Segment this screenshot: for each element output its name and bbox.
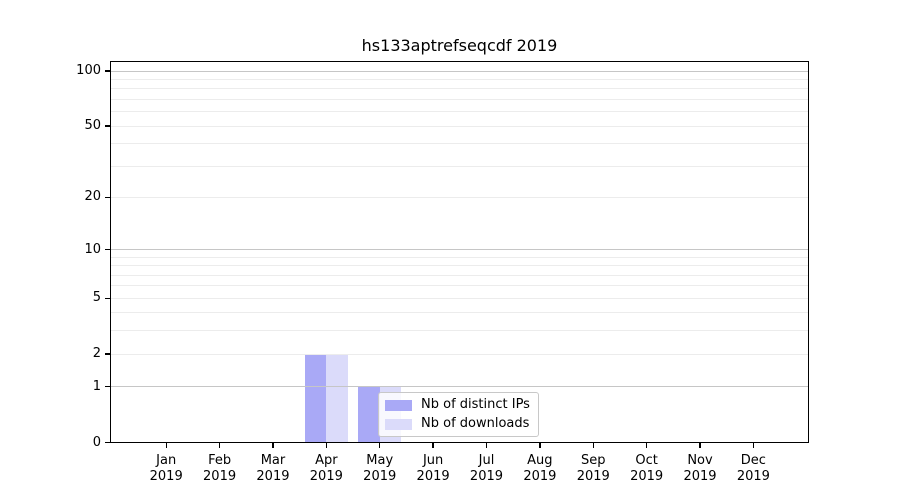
x-tick-year: 2019 — [630, 468, 664, 484]
y-tick-label: 20 — [84, 189, 101, 205]
gridline-minor — [110, 285, 809, 287]
gridline-minor — [110, 78, 809, 80]
x-tick-month: Sep — [580, 452, 606, 468]
gridline-minor — [110, 88, 809, 90]
x-tick-year: 2019 — [363, 468, 397, 484]
x-tick-label: Sep 2019 — [561, 453, 625, 485]
legend-swatch-distinct-ips-icon — [385, 399, 412, 411]
y-tick-label: 10 — [84, 241, 101, 257]
gridline-minor — [110, 165, 809, 167]
bar-distinct-ips — [358, 386, 380, 443]
chart-title: hs133aptrefseqcdf 2019 — [361, 36, 558, 55]
x-axis-tick — [645, 442, 648, 448]
bar-distinct-ips — [304, 354, 327, 443]
legend-label-downloads: Nb of downloads — [421, 416, 530, 431]
legend-label-distinct-ips: Nb of distinct IPs — [421, 397, 530, 412]
gridline-minor — [110, 125, 809, 127]
x-tick-year: 2019 — [203, 468, 237, 484]
x-tick-month: Nov — [687, 452, 713, 468]
x-tick-year: 2019 — [523, 468, 557, 484]
x-tick-label: Jun 2019 — [401, 453, 465, 485]
legend-entry-downloads: Nb of downloads — [385, 416, 530, 432]
x-tick-year: 2019 — [576, 468, 610, 484]
x-tick-month: Aug — [527, 452, 553, 468]
x-axis-tick — [379, 442, 381, 448]
y-axis-tick — [104, 196, 110, 199]
y-tick-label: 100 — [76, 63, 101, 79]
x-tick-month: Feb — [208, 452, 232, 468]
legend-swatch-downloads-icon — [385, 418, 412, 430]
x-tick-month: Apr — [315, 452, 338, 468]
x-tick-year: 2019 — [469, 468, 504, 484]
x-tick-label: Aug 2019 — [508, 453, 572, 485]
gridline-minor — [110, 353, 809, 355]
gridline-minor — [110, 196, 809, 198]
x-tick-year: 2019 — [149, 468, 183, 484]
x-axis-tick — [485, 442, 488, 448]
x-tick-month: Jul — [478, 452, 495, 468]
gridline-minor — [110, 98, 809, 100]
x-tick-label: Jul 2019 — [454, 453, 518, 485]
legend: Nb of distinct IPs Nb of downloads — [378, 392, 539, 437]
gridline-minor — [110, 256, 809, 258]
x-tick-label: Apr 2019 — [294, 453, 358, 485]
x-axis-tick — [272, 442, 274, 448]
x-tick-year: 2019 — [683, 468, 717, 484]
gridline-minor — [110, 274, 809, 276]
x-tick-year: 2019 — [256, 468, 290, 484]
y-axis-tick — [104, 297, 110, 299]
x-tick-label: May 2019 — [348, 453, 412, 485]
x-axis-tick — [752, 442, 755, 448]
y-axis-tick — [104, 70, 110, 72]
y-axis-tick — [104, 125, 110, 127]
x-tick-label: Mar 2019 — [241, 453, 305, 485]
x-tick-year: 2019 — [416, 468, 450, 484]
gridline-minor — [110, 143, 809, 145]
x-axis-tick — [699, 442, 701, 448]
gridline-minor — [110, 111, 809, 113]
x-tick-label: Dec 2019 — [721, 453, 785, 485]
x-tick-year: 2019 — [309, 468, 343, 484]
x-tick-label: Oct 2019 — [615, 453, 679, 485]
x-axis-tick — [218, 442, 221, 448]
gridline-major — [110, 70, 809, 72]
y-axis-tick — [104, 353, 110, 355]
x-axis-tick — [325, 442, 327, 448]
y-tick-label: 5 — [92, 290, 101, 306]
x-axis-tick — [592, 442, 594, 448]
plot-area — [110, 61, 809, 443]
x-tick-label: Feb 2019 — [188, 453, 252, 485]
y-tick-label: 0 — [92, 434, 101, 450]
gridline-minor — [110, 312, 809, 314]
gridline-minor — [110, 265, 809, 267]
x-tick-month: May — [366, 452, 394, 468]
gridline-minor — [110, 330, 809, 332]
y-tick-label: 50 — [84, 118, 101, 134]
y-tick-label: 2 — [92, 346, 101, 362]
y-tick-label: 1 — [92, 378, 101, 394]
bar-downloads — [326, 354, 348, 443]
x-axis-tick — [165, 442, 167, 448]
x-tick-label: Nov 2019 — [668, 453, 732, 485]
x-axis-tick — [539, 442, 541, 448]
x-tick-month: Jan — [156, 452, 177, 468]
x-axis-tick — [432, 442, 434, 448]
gridline-major — [110, 386, 809, 388]
x-tick-month: Jun — [422, 452, 444, 468]
y-axis-tick — [104, 248, 110, 251]
gridline-major — [110, 249, 809, 251]
x-tick-year: 2019 — [736, 468, 770, 484]
y-axis-tick — [104, 386, 110, 388]
x-tick-label: Jan 2019 — [134, 453, 198, 485]
x-tick-month: Mar — [260, 452, 286, 468]
gridline-minor — [110, 297, 809, 299]
x-tick-month: Oct — [635, 452, 658, 468]
legend-entry-distinct-ips: Nb of distinct IPs — [385, 397, 530, 413]
y-axis-tick — [104, 441, 110, 444]
x-tick-month: Dec — [740, 452, 766, 468]
